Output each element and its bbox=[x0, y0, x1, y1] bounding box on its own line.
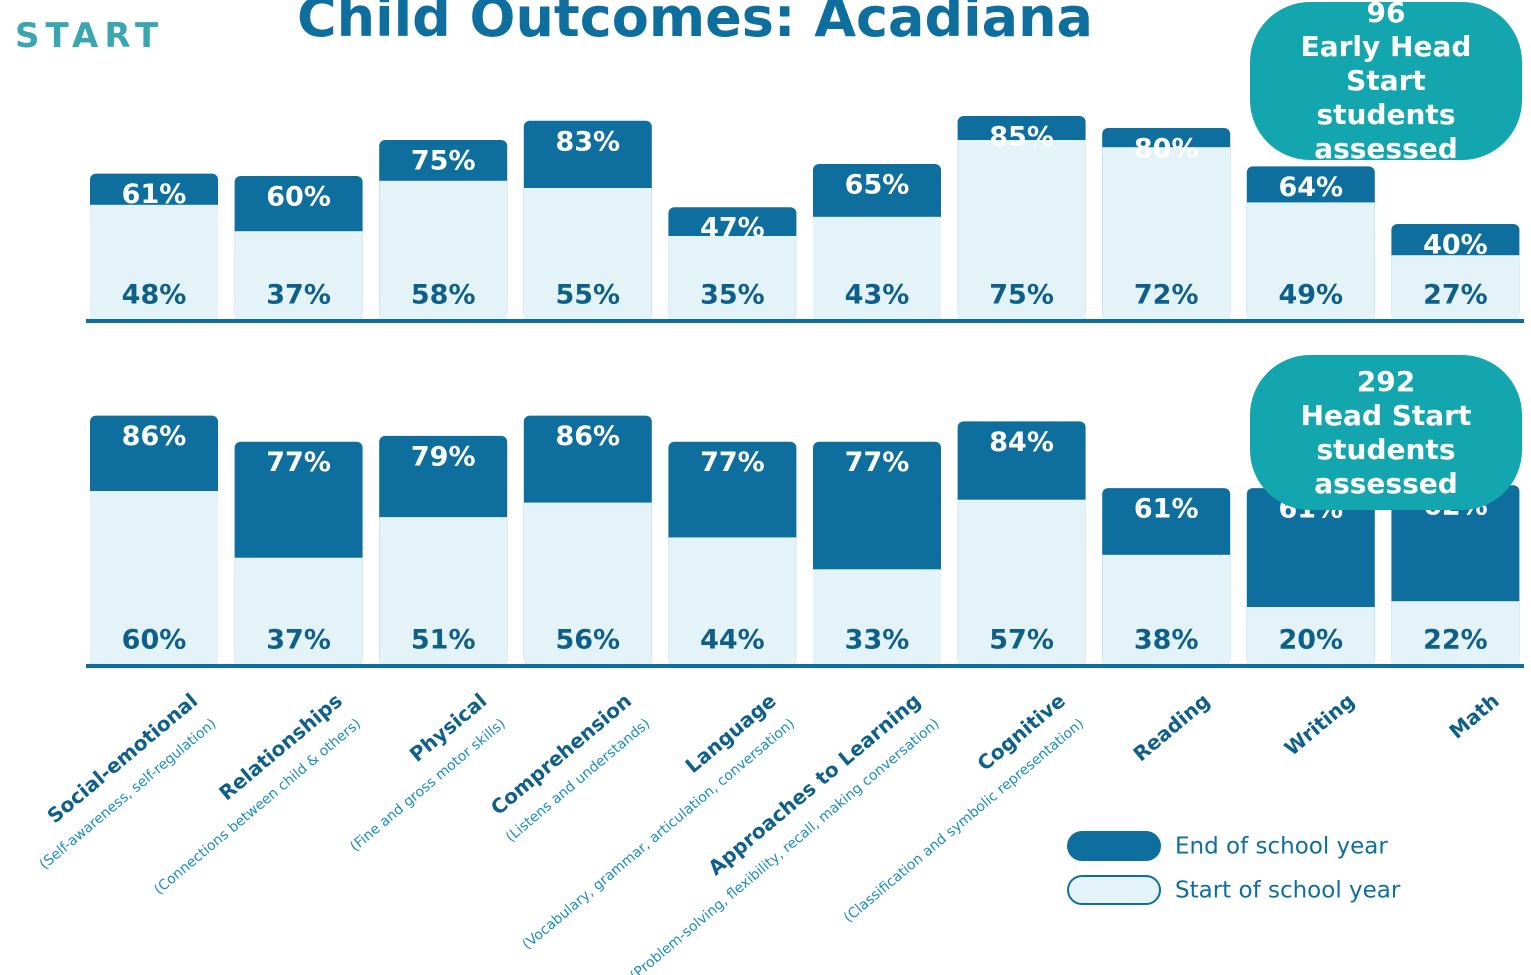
value-label: 72% bbox=[1134, 280, 1199, 311]
value-label: 64% bbox=[1278, 172, 1343, 203]
value-label: 58% bbox=[411, 280, 476, 311]
value-label: 20% bbox=[1278, 625, 1343, 656]
value-label: 61% bbox=[122, 179, 187, 210]
value-label: 56% bbox=[555, 625, 620, 656]
category-label: Math bbox=[1444, 688, 1503, 743]
badge-count: 292 bbox=[1274, 365, 1498, 399]
legend-label: End of school year bbox=[1175, 834, 1388, 860]
value-label: 61% bbox=[1134, 494, 1199, 525]
value-label: 65% bbox=[845, 170, 910, 201]
value-label: 77% bbox=[700, 447, 765, 478]
value-label: 35% bbox=[700, 280, 765, 311]
legend-swatch bbox=[1068, 832, 1160, 860]
category-label: Physical bbox=[405, 688, 492, 766]
value-label: 60% bbox=[266, 182, 331, 213]
value-label: 75% bbox=[411, 146, 476, 177]
legend-swatch bbox=[1068, 876, 1160, 904]
value-label: 37% bbox=[266, 280, 331, 311]
badge-count: 96 bbox=[1274, 0, 1498, 30]
value-label: 55% bbox=[555, 280, 620, 311]
value-label: 77% bbox=[845, 447, 910, 478]
value-label: 77% bbox=[266, 447, 331, 478]
value-label: 57% bbox=[989, 625, 1054, 656]
value-label: 33% bbox=[845, 625, 910, 656]
value-label: 86% bbox=[122, 421, 187, 452]
value-label: 48% bbox=[122, 280, 187, 311]
badge-text: Early Head Start students assessed bbox=[1274, 30, 1498, 166]
legend-label: Start of school year bbox=[1175, 878, 1401, 904]
value-label: 47% bbox=[700, 213, 765, 244]
value-label: 44% bbox=[700, 625, 765, 656]
value-label: 38% bbox=[1134, 625, 1199, 656]
value-label: 49% bbox=[1278, 280, 1343, 311]
category-label: Writing bbox=[1280, 688, 1359, 760]
value-label: 27% bbox=[1423, 280, 1488, 311]
category-note: (Problem-solving, flexibility, recall, m… bbox=[627, 716, 942, 975]
badge-text: Head Start students assessed bbox=[1274, 399, 1498, 501]
value-label: 43% bbox=[845, 280, 910, 311]
value-label: 86% bbox=[555, 421, 620, 452]
value-label: 51% bbox=[411, 625, 476, 656]
value-label: 85% bbox=[989, 122, 1054, 153]
value-label: 40% bbox=[1423, 230, 1488, 261]
value-label: 22% bbox=[1423, 625, 1488, 656]
value-label: 75% bbox=[989, 280, 1054, 311]
value-label: 80% bbox=[1134, 134, 1199, 165]
value-label: 60% bbox=[122, 625, 187, 656]
value-label: 79% bbox=[411, 441, 476, 472]
value-label: 84% bbox=[989, 427, 1054, 458]
value-label: 83% bbox=[555, 126, 620, 157]
logo: START bbox=[15, 16, 164, 56]
category-label: Reading bbox=[1128, 688, 1214, 766]
value-label: 37% bbox=[266, 625, 331, 656]
chart-title: Child Outcomes: Acadiana bbox=[297, 0, 1093, 49]
category-note: (Classification and symbolic representat… bbox=[841, 716, 1087, 926]
page: START Child Outcomes: Acadiana 61% 60% 75%… bbox=[0, 0, 1531, 975]
